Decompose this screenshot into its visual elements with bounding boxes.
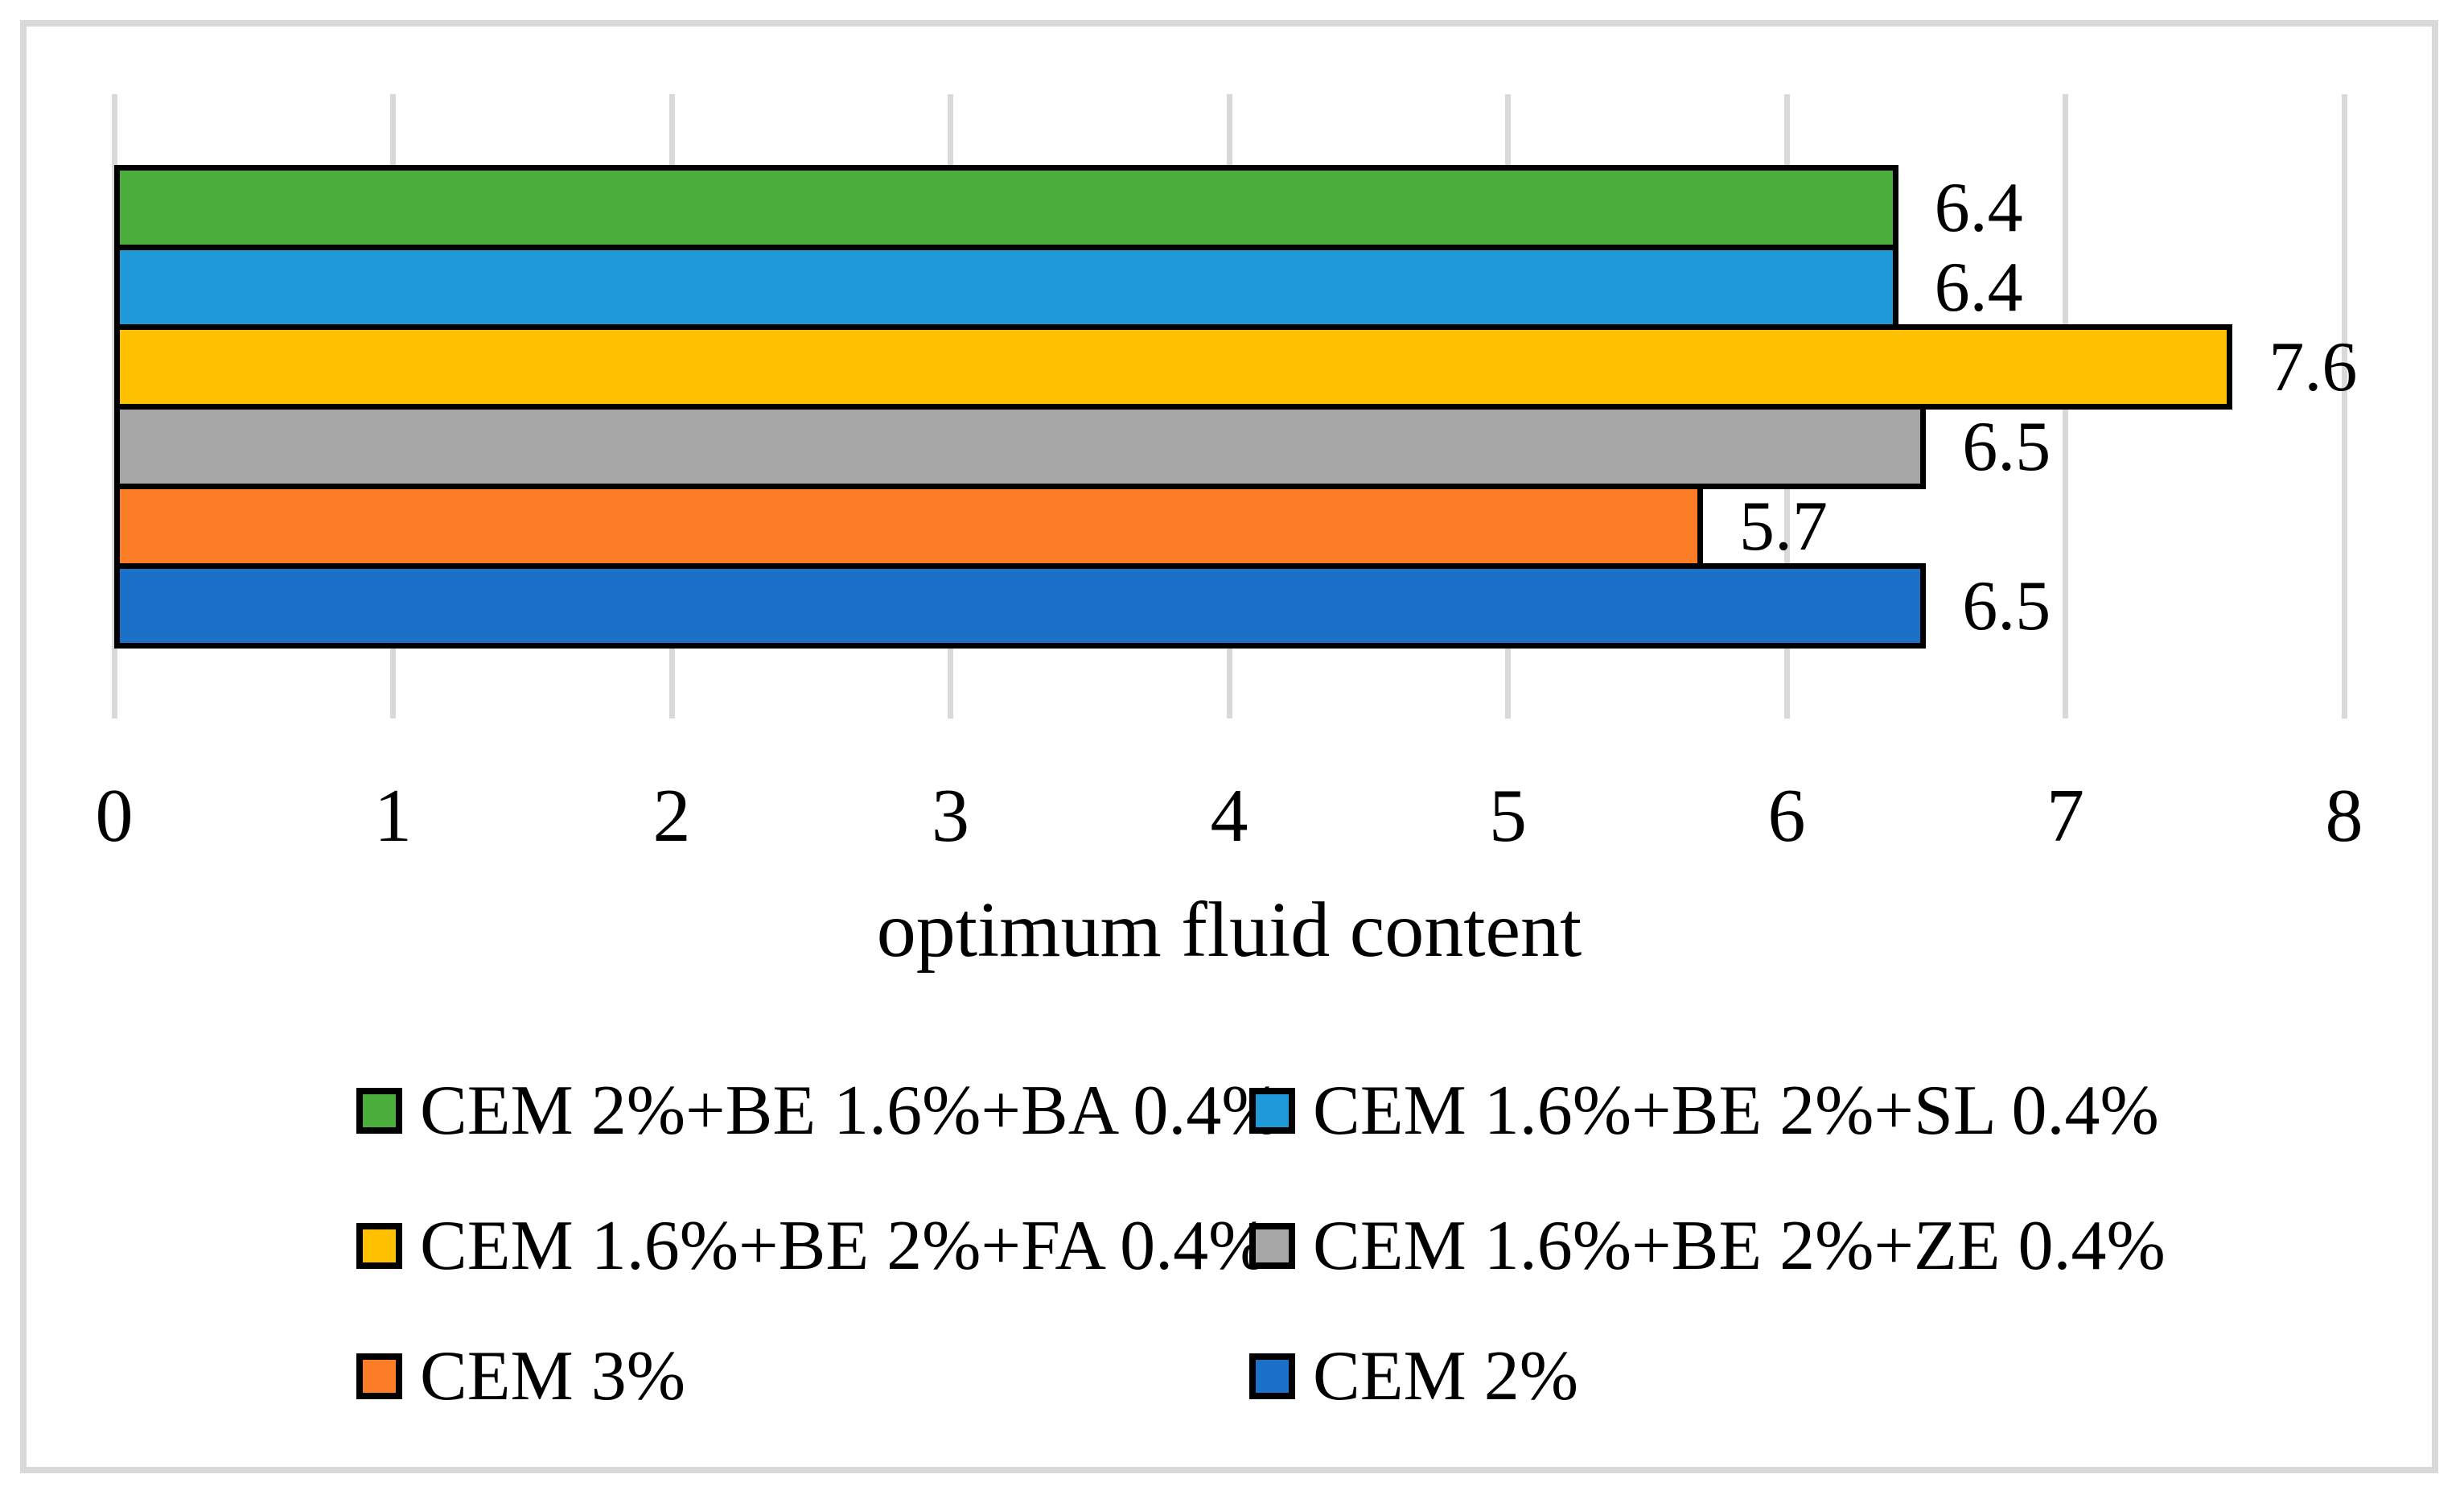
- legend-swatch: [356, 1088, 402, 1134]
- bar-value-label: 7.6: [2269, 327, 2358, 406]
- x-tick-label: 4: [1210, 774, 1248, 858]
- legend-label: CEM 1.6%+BE 2%+SL 0.4%: [1313, 1072, 2159, 1150]
- bar-3: [114, 324, 2233, 410]
- legend-item: CEM 1.6%+BE 2%+ZE 0.4%: [1249, 1207, 2166, 1285]
- bar-1: [114, 165, 1898, 250]
- x-tick-label: 3: [932, 774, 969, 858]
- legend-label: CEM 3%: [420, 1337, 685, 1415]
- x-tick-label: 0: [95, 774, 134, 858]
- legend-label: CEM 2%+BE 1.6%+BA 0.4%: [420, 1072, 1281, 1150]
- figure-border: [20, 20, 2438, 1473]
- x-tick-label: 6: [1767, 774, 1806, 858]
- legend-item: CEM 3%: [356, 1337, 685, 1415]
- bar-5: [114, 484, 1704, 569]
- bar-value-label: 6.4: [1934, 168, 2023, 247]
- bar-value-label: 6.4: [1934, 248, 2023, 327]
- x-tick-label: 5: [1489, 774, 1527, 858]
- x-axis-title: optimum fluid content: [876, 887, 1582, 974]
- legend-item: CEM 2%: [1249, 1337, 1578, 1415]
- legend-swatch: [356, 1223, 402, 1269]
- legend-item: CEM 1.6%+BE 2%+FA 0.4%: [356, 1207, 1268, 1285]
- bar-value-label: 6.5: [1962, 566, 2051, 645]
- legend-label: CEM 2%: [1313, 1337, 1578, 1415]
- legend-swatch: [1249, 1353, 1295, 1399]
- gridline: [2341, 94, 2347, 719]
- legend-swatch: [356, 1353, 402, 1399]
- x-tick-label: 2: [652, 774, 691, 858]
- legend-item: CEM 2%+BE 1.6%+BA 0.4%: [356, 1072, 1281, 1150]
- bar-6: [114, 563, 1927, 649]
- x-tick-label: 7: [2046, 774, 2084, 858]
- bar-2: [114, 245, 1898, 330]
- bar-4: [114, 404, 1927, 489]
- x-tick-label: 1: [374, 774, 412, 858]
- legend-label: CEM 1.6%+BE 2%+ZE 0.4%: [1313, 1207, 2166, 1285]
- legend-swatch: [1249, 1088, 1295, 1134]
- legend-swatch: [1249, 1223, 1295, 1269]
- legend-label: CEM 1.6%+BE 2%+FA 0.4%: [420, 1207, 1268, 1285]
- bar-value-label: 5.7: [1739, 487, 1828, 566]
- bar-value-label: 6.5: [1962, 407, 2051, 486]
- legend-item: CEM 1.6%+BE 2%+SL 0.4%: [1249, 1072, 2159, 1150]
- x-tick-label: 8: [2325, 774, 2363, 858]
